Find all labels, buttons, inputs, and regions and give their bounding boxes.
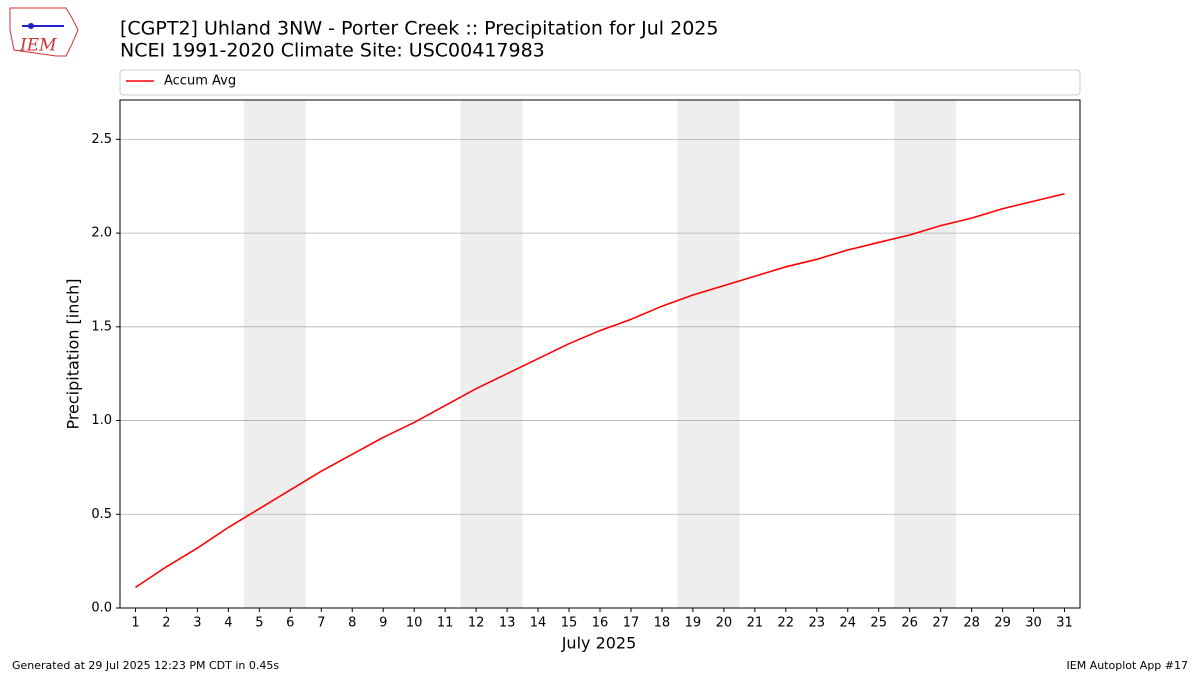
plot-frame (119, 99, 1081, 609)
x-tick-label: 28 (963, 616, 980, 631)
x-tick-label: 3 (193, 616, 201, 631)
y-tick-label: 0.5 (91, 507, 112, 522)
y-tick-label: 0.0 (91, 601, 112, 616)
x-tick-label: 30 (1025, 616, 1042, 631)
logo: IEM (9, 7, 79, 57)
x-tick-label: 1 (131, 616, 139, 631)
x-tick-label: 31 (1056, 616, 1073, 631)
x-tick-label: 21 (747, 616, 764, 631)
y-tick-label: 1.0 (91, 413, 112, 428)
x-tick-label: 8 (348, 616, 356, 631)
logo-outline (9, 7, 79, 57)
legend-label: Accum Avg (164, 74, 236, 89)
x-tick-label: 18 (654, 616, 671, 631)
y-tick-label: 2.5 (91, 132, 112, 147)
x-tick-label: 27 (932, 616, 949, 631)
x-tick-label: 20 (716, 616, 733, 631)
x-tick-label: 26 (901, 616, 918, 631)
footer-right: IEM Autoplot App #17 (1067, 659, 1189, 672)
x-tick-label: 19 (685, 616, 702, 631)
weekend-band (460, 100, 523, 608)
x-tick-label: 22 (778, 616, 795, 631)
y-tick-label: 2.0 (91, 226, 112, 241)
x-tick-label: 10 (406, 616, 423, 631)
legend-box (119, 69, 1081, 96)
x-tick-label: 4 (224, 616, 232, 631)
y-axis-label: Precipitation [inch] (64, 278, 83, 429)
x-tick-label: 14 (530, 616, 547, 631)
x-tick-label: 7 (317, 616, 325, 631)
x-tick-label: 2 (162, 616, 170, 631)
x-axis-label: July 2025 (561, 634, 637, 653)
x-tick-label: 23 (809, 616, 826, 631)
x-tick-label: 12 (468, 616, 485, 631)
x-tick-label: 29 (994, 616, 1011, 631)
x-tick-label: 25 (870, 616, 887, 631)
weekend-band (894, 100, 957, 608)
x-tick-label: 11 (437, 616, 454, 631)
chart-subtitle: NCEI 1991-2020 Climate Site: USC00417983 (120, 40, 545, 62)
chart-title: [CGPT2] Uhland 3NW - Porter Creek :: Pre… (120, 18, 718, 40)
x-tick-label: 15 (561, 616, 578, 631)
weekend-band (243, 100, 306, 608)
x-tick-label: 9 (379, 616, 387, 631)
x-tick-label: 17 (623, 616, 640, 631)
x-tick-label: 5 (255, 616, 263, 631)
x-tick-label: 13 (499, 616, 516, 631)
line (135, 192, 1065, 589)
logo-text: IEM (19, 36, 57, 56)
logo-dot (28, 23, 34, 29)
y-tick-label: 1.5 (91, 319, 112, 334)
footer-left: Generated at 29 Jul 2025 12:23 PM CDT in… (12, 659, 279, 672)
x-tick-label: 16 (592, 616, 609, 631)
x-tick-label: 24 (839, 616, 856, 631)
weekend-band (677, 100, 740, 608)
x-tick-label: 6 (286, 616, 294, 631)
